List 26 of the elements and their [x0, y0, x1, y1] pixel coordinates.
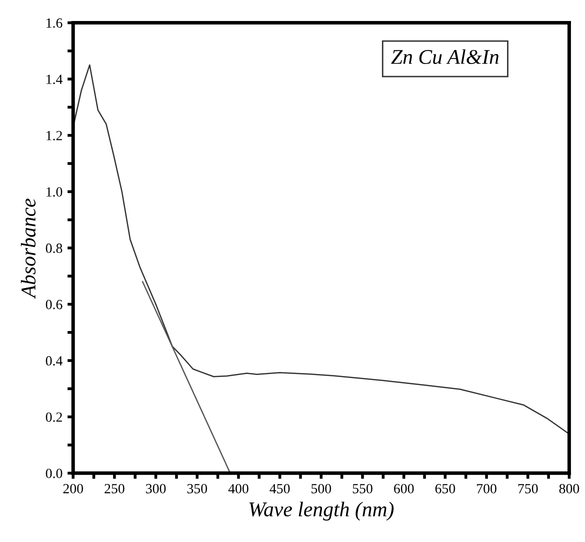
x-tick-label: 500	[312, 484, 332, 494]
y-tick-label: 0.2	[46, 412, 62, 422]
y-tick-label: 0.6	[46, 300, 62, 310]
x-tick-label: 650	[435, 484, 456, 494]
x-tick-label: 600	[394, 484, 414, 494]
y-tick-label: 0.8	[46, 244, 62, 253]
y-tick-label: 0.4	[46, 356, 62, 366]
x-tick-label: 800	[559, 484, 580, 494]
line-series	[73, 64, 570, 435]
y-tick-label: 1.4	[46, 74, 62, 84]
x-tick-label: 300	[146, 484, 166, 494]
y-tick-label: 0.0	[46, 468, 62, 478]
y-tick-label: 1.0	[46, 187, 62, 197]
x-tick-label: 400	[228, 484, 248, 494]
x-tick-label: 250	[104, 484, 124, 494]
y-tick-label: 1.2	[46, 130, 62, 140]
y-axis-title: Absorbance	[20, 198, 36, 299]
annotation: Zn Cu Al&In	[391, 49, 499, 64]
x-tick-label: 550	[352, 484, 372, 494]
x-tick-label: 750	[518, 484, 538, 494]
x-tick-label: 450	[270, 484, 290, 494]
y-tick-label: 1.6	[46, 18, 62, 28]
x-axis-title: Wave length (nm)	[249, 502, 394, 521]
x-tick-label: 700	[477, 484, 496, 494]
x-tick-label: 200	[63, 484, 84, 494]
x-tick-label: 350	[187, 484, 208, 494]
